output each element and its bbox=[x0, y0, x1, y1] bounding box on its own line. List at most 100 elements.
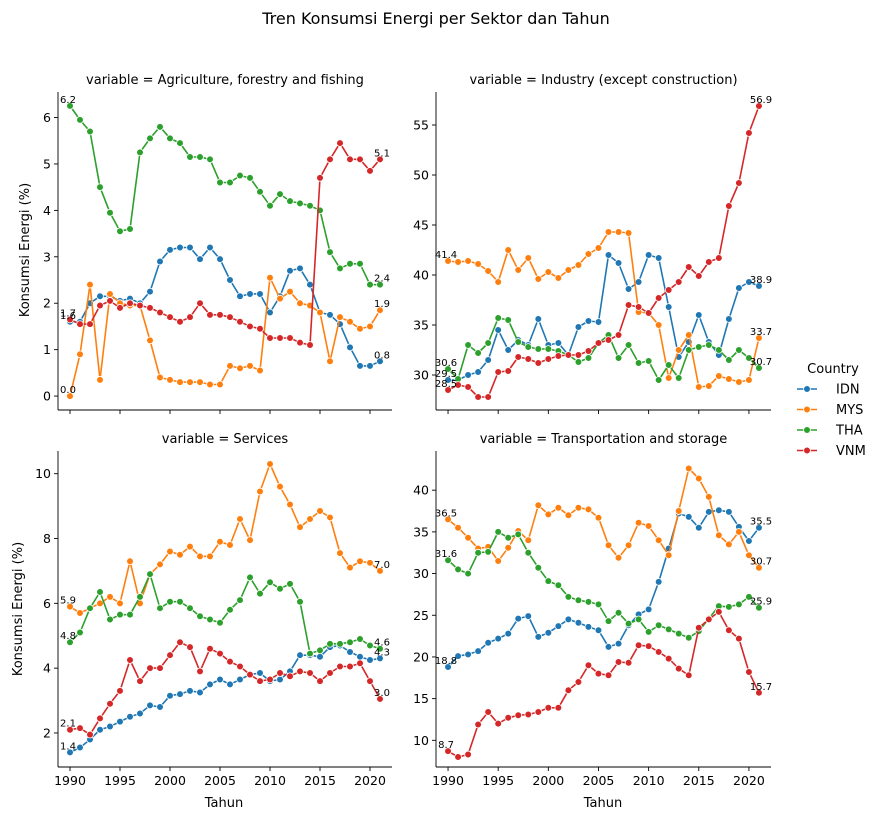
data-point bbox=[376, 695, 384, 703]
data-point bbox=[444, 663, 452, 671]
data-point bbox=[584, 505, 593, 514]
data-point bbox=[136, 148, 144, 157]
y-tick-label: 45 bbox=[413, 218, 429, 233]
series-vnm bbox=[444, 102, 763, 401]
data-label: 30.7 bbox=[750, 557, 772, 568]
data-point bbox=[444, 556, 452, 565]
data-point bbox=[664, 374, 673, 382]
legend-label: IDN bbox=[836, 383, 860, 398]
data-label: 6.2 bbox=[60, 95, 76, 106]
data-point bbox=[715, 254, 723, 262]
data-point bbox=[156, 373, 164, 382]
data-point bbox=[715, 608, 723, 616]
data-point bbox=[584, 661, 593, 670]
data-point bbox=[664, 361, 673, 369]
data-point bbox=[286, 197, 294, 205]
data-point bbox=[236, 662, 244, 671]
data-point bbox=[196, 667, 204, 676]
data-point bbox=[376, 644, 384, 653]
data-label: 0.8 bbox=[374, 350, 390, 361]
panel-title: variable = Transportation and storage bbox=[480, 432, 728, 447]
data-point bbox=[474, 368, 482, 376]
legend-label: VNM bbox=[836, 444, 866, 459]
data-point bbox=[614, 639, 623, 648]
data-point bbox=[574, 358, 583, 366]
data-point bbox=[725, 356, 733, 364]
data-label: 3.0 bbox=[374, 688, 390, 699]
legend-item-vnm: VNM bbox=[797, 444, 866, 459]
data-point bbox=[654, 648, 663, 656]
data-point bbox=[684, 513, 693, 521]
data-point bbox=[705, 615, 713, 624]
data-point bbox=[296, 523, 304, 531]
data-point bbox=[574, 261, 583, 269]
y-tick-label: 50 bbox=[413, 168, 429, 183]
data-point bbox=[584, 347, 593, 355]
data-point bbox=[705, 493, 713, 501]
data-point bbox=[755, 563, 763, 572]
data-point bbox=[514, 614, 523, 623]
x-tick-label: 1995 bbox=[482, 773, 514, 788]
data-point bbox=[444, 515, 452, 524]
data-point bbox=[216, 618, 224, 627]
data-point bbox=[674, 374, 683, 382]
data-point bbox=[96, 183, 104, 191]
data-point bbox=[336, 549, 344, 557]
data-point bbox=[644, 605, 653, 614]
data-point bbox=[464, 750, 472, 759]
data-point bbox=[166, 691, 174, 700]
series-mys bbox=[66, 460, 384, 617]
data-point bbox=[306, 280, 314, 289]
data-point bbox=[584, 623, 593, 631]
data-point bbox=[206, 552, 214, 561]
data-label: 1.9 bbox=[374, 299, 390, 310]
x-tick-label: 2005 bbox=[583, 773, 615, 788]
data-point bbox=[464, 533, 472, 542]
data-label: 0.0 bbox=[60, 385, 76, 396]
data-point bbox=[356, 155, 364, 164]
data-point bbox=[296, 597, 304, 606]
data-point bbox=[755, 603, 763, 612]
data-label: 4.6 bbox=[374, 638, 390, 649]
data-point bbox=[266, 308, 274, 317]
data-point bbox=[96, 725, 104, 734]
data-point bbox=[664, 286, 673, 294]
data-point bbox=[614, 608, 623, 617]
data-point bbox=[366, 167, 374, 175]
data-point bbox=[346, 155, 354, 164]
data-point bbox=[524, 343, 533, 351]
data-point bbox=[624, 285, 633, 293]
data-label: 4.8 bbox=[60, 631, 76, 642]
series-line-vnm bbox=[447, 105, 760, 398]
data-point bbox=[326, 640, 334, 648]
data-label: 4.3 bbox=[374, 647, 390, 658]
y-tick-label: 20 bbox=[413, 649, 429, 664]
data-point bbox=[326, 357, 334, 366]
data-point bbox=[66, 102, 74, 110]
data-point bbox=[544, 355, 553, 363]
data-point bbox=[544, 577, 553, 585]
data-point bbox=[684, 331, 693, 339]
data-point bbox=[256, 324, 264, 333]
data-point bbox=[186, 643, 194, 651]
data-point bbox=[186, 243, 194, 252]
data-point bbox=[755, 282, 763, 290]
data-point bbox=[444, 376, 452, 384]
data-point bbox=[484, 393, 492, 401]
data-point bbox=[634, 641, 643, 650]
data-point bbox=[444, 365, 452, 373]
data-point bbox=[684, 464, 693, 473]
data-point bbox=[276, 190, 284, 198]
y-tick-label: 2 bbox=[43, 725, 51, 740]
legend-label: THA bbox=[835, 424, 863, 439]
panel-title: variable = Services bbox=[162, 432, 289, 447]
data-point bbox=[306, 649, 314, 658]
data-point bbox=[336, 264, 344, 273]
data-point bbox=[66, 602, 74, 611]
data-point bbox=[634, 359, 643, 367]
data-point bbox=[464, 569, 472, 578]
data-point bbox=[366, 280, 374, 289]
data-point bbox=[286, 500, 294, 509]
data-point bbox=[715, 346, 723, 354]
data-point bbox=[694, 383, 703, 391]
